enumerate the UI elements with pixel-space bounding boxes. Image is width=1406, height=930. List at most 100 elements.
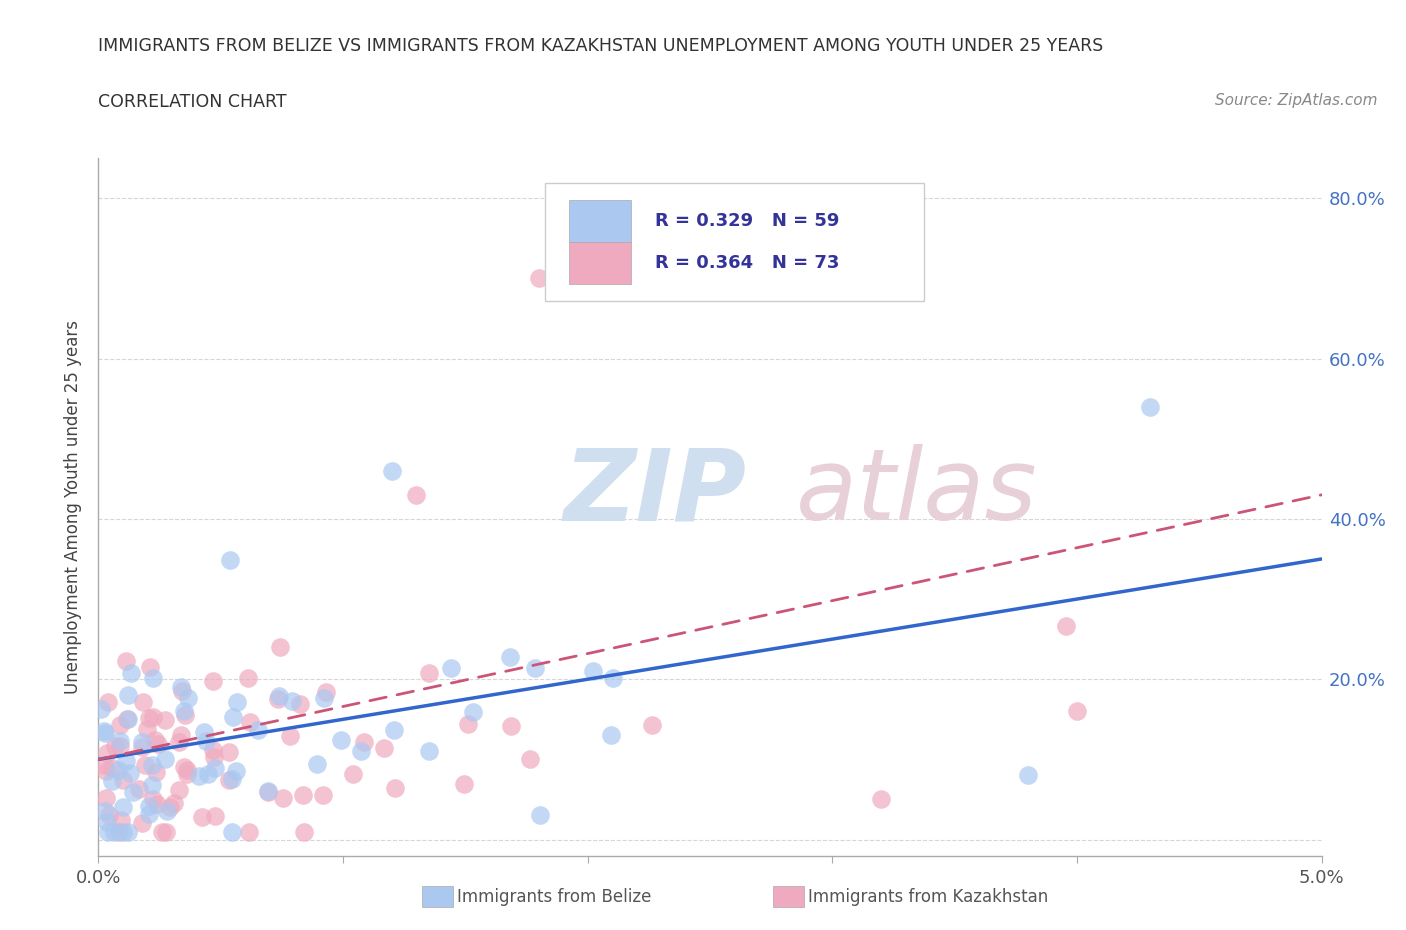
Point bbox=[204, 761, 226, 776]
Point bbox=[291, 788, 314, 803]
Point bbox=[280, 694, 302, 709]
Point bbox=[110, 734, 132, 749]
Point bbox=[90, 701, 112, 716]
Point bbox=[246, 723, 269, 737]
Text: R = 0.329   N = 59: R = 0.329 N = 59 bbox=[655, 212, 839, 230]
Point bbox=[256, 783, 278, 798]
Point bbox=[120, 765, 142, 780]
Point bbox=[187, 768, 209, 783]
Point bbox=[221, 824, 243, 839]
Point bbox=[156, 804, 179, 818]
Point bbox=[170, 680, 193, 695]
Point bbox=[159, 800, 181, 815]
Point bbox=[384, 780, 406, 795]
Point bbox=[225, 764, 247, 778]
Point bbox=[142, 791, 165, 806]
Point bbox=[176, 766, 198, 781]
Point bbox=[527, 271, 550, 286]
Point bbox=[94, 764, 117, 778]
Point bbox=[176, 763, 198, 777]
Point bbox=[405, 487, 427, 502]
Text: Immigrants from Belize: Immigrants from Belize bbox=[457, 887, 651, 906]
Point bbox=[97, 695, 120, 710]
Point bbox=[107, 763, 129, 777]
Point bbox=[150, 824, 173, 839]
Point bbox=[111, 772, 134, 787]
Point bbox=[218, 772, 240, 787]
Point bbox=[128, 781, 150, 796]
Point bbox=[1017, 768, 1039, 783]
Point bbox=[222, 709, 245, 724]
Point bbox=[96, 746, 118, 761]
Point bbox=[115, 753, 138, 768]
Point bbox=[312, 788, 335, 803]
Point bbox=[117, 824, 139, 839]
Point bbox=[221, 772, 243, 787]
Point bbox=[457, 716, 479, 731]
Point bbox=[193, 725, 215, 740]
Point bbox=[167, 734, 190, 749]
Point bbox=[138, 799, 160, 814]
Point bbox=[202, 673, 225, 688]
Point bbox=[330, 733, 353, 748]
Point bbox=[141, 758, 163, 773]
Point bbox=[96, 815, 118, 830]
Point bbox=[155, 824, 177, 839]
Point bbox=[236, 671, 259, 685]
Point bbox=[267, 692, 290, 707]
Point bbox=[440, 660, 463, 675]
Point bbox=[315, 684, 337, 699]
Point bbox=[131, 734, 153, 749]
Point bbox=[191, 810, 214, 825]
Point bbox=[110, 813, 132, 828]
Point bbox=[177, 691, 200, 706]
Point bbox=[94, 804, 117, 818]
Point bbox=[172, 684, 194, 698]
Point bbox=[382, 722, 405, 737]
Point bbox=[238, 824, 260, 839]
FancyBboxPatch shape bbox=[546, 182, 924, 301]
Point bbox=[114, 653, 136, 668]
Point bbox=[278, 729, 301, 744]
Text: atlas: atlas bbox=[796, 445, 1038, 541]
Point bbox=[145, 796, 167, 811]
Point bbox=[112, 800, 135, 815]
Point bbox=[146, 737, 169, 751]
Point bbox=[353, 735, 375, 750]
Point bbox=[314, 690, 336, 705]
Point bbox=[204, 808, 226, 823]
Point bbox=[271, 791, 294, 806]
Point bbox=[97, 824, 120, 839]
FancyBboxPatch shape bbox=[569, 200, 630, 242]
Point bbox=[461, 704, 484, 719]
Point bbox=[173, 704, 195, 719]
Point bbox=[94, 726, 117, 741]
Point bbox=[93, 758, 115, 773]
Point bbox=[115, 711, 138, 726]
Point bbox=[218, 745, 240, 760]
Point bbox=[195, 734, 218, 749]
Point bbox=[93, 724, 115, 738]
FancyBboxPatch shape bbox=[569, 242, 630, 284]
Point bbox=[112, 824, 135, 839]
Point bbox=[418, 743, 440, 758]
Point bbox=[131, 739, 153, 754]
Text: ZIP: ZIP bbox=[564, 445, 747, 541]
Point bbox=[1139, 399, 1161, 414]
Text: Source: ZipAtlas.com: Source: ZipAtlas.com bbox=[1215, 93, 1378, 108]
Point bbox=[153, 712, 176, 727]
Point bbox=[117, 711, 139, 726]
Point bbox=[122, 784, 145, 799]
Point bbox=[519, 751, 541, 766]
Point bbox=[155, 751, 177, 766]
Point bbox=[342, 766, 364, 781]
Point bbox=[202, 750, 225, 764]
Point bbox=[110, 738, 132, 753]
Point bbox=[142, 710, 165, 724]
Point bbox=[134, 757, 156, 772]
Point bbox=[138, 806, 160, 821]
Point bbox=[139, 659, 162, 674]
Point bbox=[107, 824, 129, 839]
Text: Immigrants from Kazakhstan: Immigrants from Kazakhstan bbox=[808, 887, 1049, 906]
Y-axis label: Unemployment Among Youth under 25 years: Unemployment Among Youth under 25 years bbox=[65, 320, 83, 694]
